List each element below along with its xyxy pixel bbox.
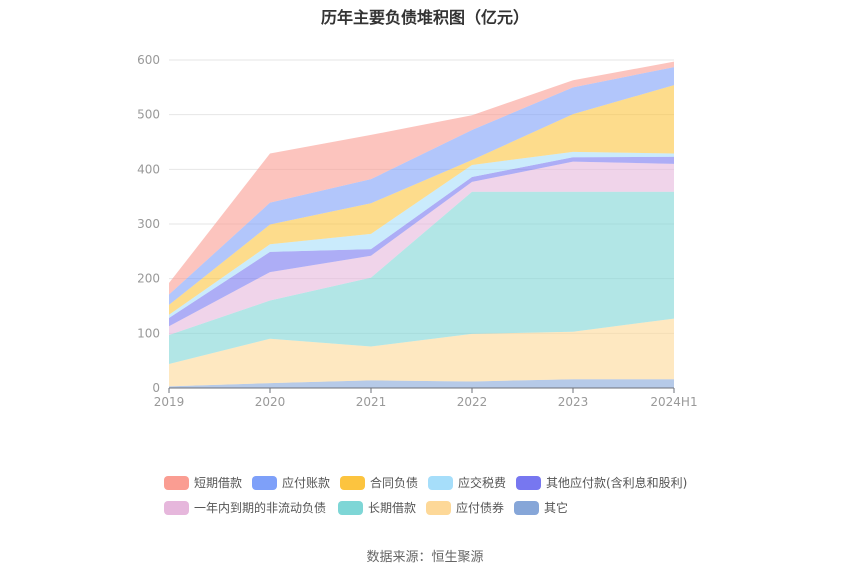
legend-label: 应付账款 xyxy=(282,476,331,490)
legend-swatch xyxy=(338,500,363,515)
x-tick-label: 2023 xyxy=(558,395,589,409)
legend-label: 应付债券 xyxy=(456,501,505,515)
legend-swatch xyxy=(340,475,365,490)
legend-item[interactable]: 短期借款 xyxy=(164,474,242,491)
area-series-0[interactable] xyxy=(169,61,674,295)
area-series-7[interactable] xyxy=(169,318,674,387)
legend-swatch xyxy=(164,475,189,490)
area-series-8[interactable] xyxy=(169,379,674,388)
y-tick-label: 0 xyxy=(152,381,160,395)
chart-title: 历年主要负债堆积图（亿元） xyxy=(320,8,529,27)
legend-label: 其它 xyxy=(544,501,569,515)
y-tick-label: 300 xyxy=(137,217,160,231)
legend-label: 合同负债 xyxy=(370,476,419,490)
area-series-2[interactable] xyxy=(169,85,674,315)
legend-label: 其他应付款(含利息和股利) xyxy=(546,476,688,490)
data-source: 数据来源：恒生聚源 xyxy=(366,550,484,565)
area-series-6[interactable] xyxy=(169,191,674,364)
y-tick-label: 400 xyxy=(137,162,160,176)
legend-item[interactable]: 合同负债 xyxy=(340,474,418,491)
legend-swatch xyxy=(514,500,539,515)
legend-item[interactable]: 一年内到期的非流动负债 xyxy=(164,499,326,516)
legend-item[interactable]: 应付债券 xyxy=(426,499,504,516)
stacked-area-chart: 0 100 200 300 400 500 600 2019 2020 2021 2022 2023 2… xyxy=(137,53,698,409)
legend-item[interactable]: 其它 xyxy=(514,499,568,516)
x-tick-label: 2019 xyxy=(154,395,185,409)
legend-swatch xyxy=(164,500,189,515)
x-tick-label: 2020 xyxy=(255,395,286,409)
area-series-1[interactable] xyxy=(169,67,674,305)
area-series-5[interactable] xyxy=(169,161,674,335)
y-tick-label: 100 xyxy=(137,326,160,340)
legend-label: 短期借款 xyxy=(194,476,243,490)
x-tick-label: 2021 xyxy=(356,395,387,409)
legend-item[interactable]: 应交税费 xyxy=(428,474,506,491)
y-tick-label: 500 xyxy=(137,108,160,122)
legend-item[interactable]: 应付账款 xyxy=(252,474,330,491)
legend-swatch xyxy=(516,475,541,490)
legend-label: 长期借款 xyxy=(368,501,417,515)
legend-swatch xyxy=(426,500,451,515)
y-tick-label: 600 xyxy=(137,53,160,67)
legend-swatch xyxy=(428,475,453,490)
legend-label: 一年内到期的非流动负债 xyxy=(194,501,327,515)
legend-swatch xyxy=(252,475,277,490)
legend-label: 应交税费 xyxy=(458,476,507,490)
x-tick-label: 2022 xyxy=(457,395,488,409)
x-tick-label: 2024H1 xyxy=(650,395,697,409)
legend-item[interactable]: 长期借款 xyxy=(338,499,416,516)
y-tick-label: 200 xyxy=(137,272,160,286)
legend-item[interactable]: 其他应付款(含利息和股利) xyxy=(516,474,687,491)
